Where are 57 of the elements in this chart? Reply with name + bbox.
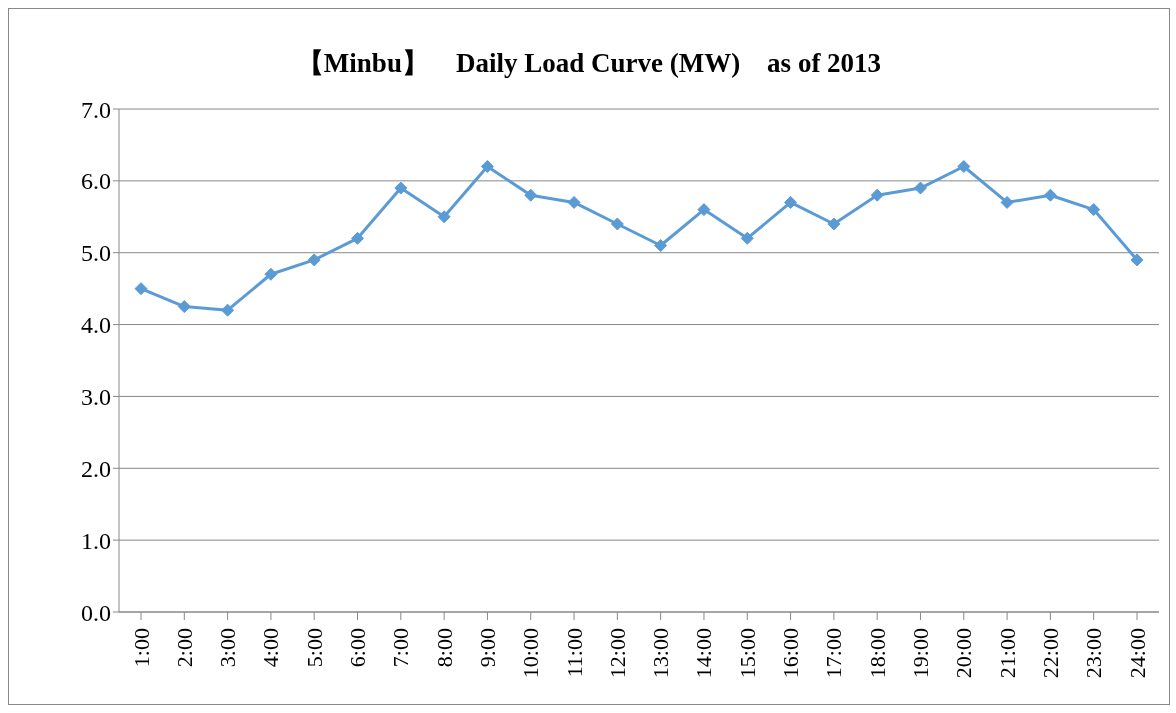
- point: [567, 195, 581, 209]
- point: [177, 300, 191, 314]
- y-tick-label: 5.0: [81, 240, 111, 267]
- point: [1043, 188, 1057, 202]
- x-tick-label: 12:00: [604, 628, 630, 679]
- y-tick-label: 2.0: [81, 455, 111, 482]
- x-tick-label: 11:00: [561, 628, 587, 678]
- x-tick-label: 20:00: [951, 628, 977, 679]
- x-tick-label: 19:00: [907, 628, 933, 679]
- point: [524, 188, 538, 202]
- point: [437, 210, 451, 224]
- x-tick-label: 8:00: [431, 628, 457, 668]
- point: [913, 181, 927, 195]
- point: [870, 188, 884, 202]
- y-tick-label: 6.0: [81, 168, 111, 195]
- point: [480, 159, 494, 173]
- x-tick-label: 21:00: [994, 628, 1020, 679]
- point: [957, 159, 971, 173]
- y-tick-label: 3.0: [81, 383, 111, 410]
- point: [827, 217, 841, 231]
- x-tick-label: 3:00: [215, 628, 241, 668]
- x-tick-label: 22:00: [1037, 628, 1063, 679]
- y-tick-label: 0.0: [81, 599, 111, 626]
- y-tick-label: 7.0: [81, 96, 111, 123]
- point: [351, 231, 365, 245]
- x-tick-label: 1:00: [128, 628, 154, 668]
- point: [1000, 195, 1014, 209]
- point: [307, 253, 321, 267]
- x-tick-label: 9:00: [474, 628, 500, 668]
- x-tick-label: 2:00: [171, 628, 197, 668]
- x-tick-label: 14:00: [691, 628, 717, 679]
- point: [610, 217, 624, 231]
- x-tick-label: 18:00: [864, 628, 890, 679]
- point: [1087, 203, 1101, 217]
- x-tick-label: 23:00: [1081, 628, 1107, 679]
- point: [697, 203, 711, 217]
- x-tick-label: 4:00: [258, 628, 284, 668]
- point: [221, 303, 235, 317]
- point: [264, 267, 278, 281]
- point: [394, 181, 408, 195]
- x-tick-label: 16:00: [778, 628, 804, 679]
- point: [654, 239, 668, 253]
- x-tick-label: 5:00: [301, 628, 327, 668]
- x-tick-label: 13:00: [648, 628, 674, 679]
- x-tick-label: 24:00: [1124, 628, 1150, 679]
- x-tick-label: 6:00: [345, 628, 371, 668]
- x-tick-label: 7:00: [388, 628, 414, 668]
- chart-title: 【Minbu】 Daily Load Curve (MW) as of 2013: [295, 47, 883, 80]
- x-tick-label: 10:00: [518, 628, 544, 679]
- point: [784, 195, 798, 209]
- y-tick-label: 4.0: [81, 312, 111, 339]
- point: [1130, 253, 1144, 267]
- point: [134, 282, 148, 296]
- y-tick-label: 1.0: [81, 527, 111, 554]
- x-tick-label: 15:00: [734, 628, 760, 679]
- x-tick-label: 17:00: [821, 628, 847, 679]
- point: [740, 231, 754, 245]
